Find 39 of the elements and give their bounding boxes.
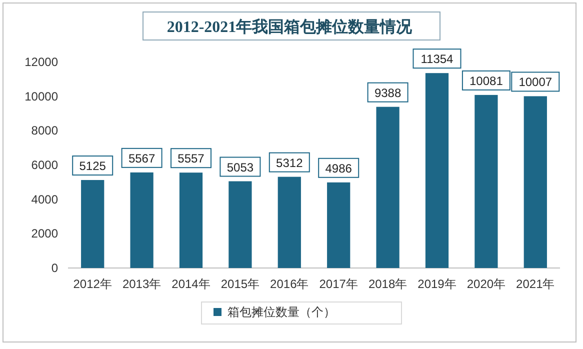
x-tick-label: 2019年 <box>418 277 456 291</box>
y-tick-label: 0 <box>51 261 58 275</box>
x-tick-label: 2020年 <box>466 277 506 291</box>
bar <box>81 180 104 268</box>
legend-label: 箱包摊位数量（个） <box>228 305 336 319</box>
bar <box>130 172 154 268</box>
bar <box>228 181 252 268</box>
x-tick-label: 2013年 <box>122 277 162 291</box>
data-label: 5557 <box>178 152 205 166</box>
data-label: 5312 <box>276 156 304 170</box>
y-tick-label: 2000 <box>31 226 58 241</box>
x-tick-label: 2016年 <box>270 277 309 291</box>
bar <box>278 176 301 268</box>
bar <box>425 73 449 268</box>
y-tick-label: 6000 <box>31 158 58 172</box>
y-tick-label: 8000 <box>31 124 58 138</box>
y-tick-label: 12000 <box>24 55 58 69</box>
bar <box>474 94 498 268</box>
bar <box>524 96 547 268</box>
data-label: 10081 <box>470 74 504 88</box>
y-tick-label: 4000 <box>31 192 58 206</box>
data-label: 5053 <box>226 160 254 174</box>
x-tick-label: 2018年 <box>368 277 408 291</box>
data-label: 4986 <box>325 161 352 176</box>
data-label: 10007 <box>518 75 552 90</box>
x-tick-label: 2021年 <box>516 277 555 291</box>
data-label: 5125 <box>79 159 106 174</box>
data-label: 11354 <box>420 52 454 66</box>
chart-title: 2012-2021年我国箱包摊位数量情况 <box>166 18 414 36</box>
data-label: 9388 <box>374 86 402 100</box>
x-tick-label: 2017年 <box>319 277 358 291</box>
x-tick-label: 2012年 <box>73 277 112 291</box>
data-label: 5567 <box>128 151 156 166</box>
x-tick-label: 2014年 <box>172 277 210 291</box>
bar <box>376 106 400 268</box>
y-tick-label: 10000 <box>24 89 58 104</box>
x-tick-label: 2015年 <box>220 277 260 291</box>
bar <box>179 172 203 268</box>
bar <box>327 182 350 268</box>
